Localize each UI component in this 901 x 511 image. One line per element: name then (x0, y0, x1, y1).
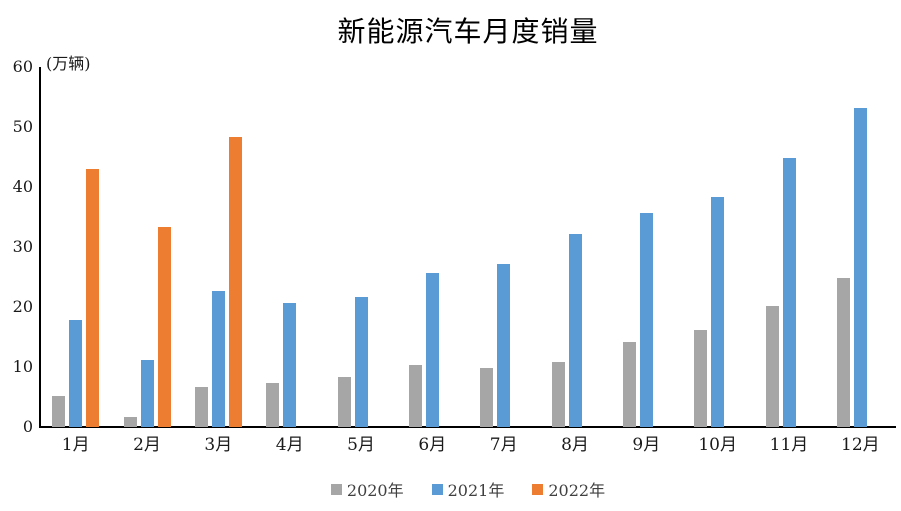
bar-2021年-9月 (639, 212, 653, 427)
legend-swatch-icon (431, 483, 443, 495)
legend-label: 2020年 (346, 481, 404, 500)
y-tick-label-0: 0 (22, 417, 33, 436)
bar-2021年-7月 (497, 264, 511, 427)
x-tick-label-2月: 2月 (133, 435, 161, 455)
bar-2022年-1月 (86, 169, 100, 427)
y-axis-line (39, 67, 41, 427)
x-axis-line (39, 426, 896, 428)
x-tick-label-11月: 11月 (769, 435, 809, 455)
bar-2020年-2月 (123, 417, 137, 427)
legend-label: 2021年 (447, 481, 505, 500)
bar-2022年-3月 (228, 136, 242, 427)
x-tick-label-8月: 8月 (561, 435, 589, 455)
legend-item-2022年: 2022年 (532, 477, 605, 501)
legend-swatch-icon (532, 483, 544, 495)
bar-2021年-3月 (211, 291, 225, 427)
bar-2020年-5月 (337, 377, 351, 427)
bar-2021年-10月 (711, 197, 725, 427)
chart-title: 新能源汽车月度销量 (337, 15, 599, 48)
legend: 2020年 2021年 2022年 (40, 477, 896, 501)
x-tick-label-12月: 12月 (841, 435, 880, 455)
y-tick-label-20: 20 (12, 297, 33, 316)
bar-2020年-10月 (694, 330, 708, 427)
x-tick-label-5月: 5月 (347, 435, 375, 455)
bar-2020年-8月 (551, 361, 565, 427)
x-tick-label-6月: 6月 (418, 435, 447, 455)
y-tick-label-50: 50 (12, 117, 33, 136)
x-tick-label-1月: 1月 (61, 435, 90, 455)
bar-2020年-7月 (480, 368, 494, 427)
bar-2020年-12月 (836, 278, 850, 427)
bar-2021年-11月 (782, 157, 796, 427)
bar-2020年-6月 (408, 364, 422, 427)
bar-2020年-4月 (266, 382, 280, 427)
x-tick-label-3月: 3月 (204, 435, 233, 455)
x-tick-label-10月: 10月 (698, 435, 737, 455)
bar-2020年-11月 (765, 306, 779, 427)
bar-2020年-9月 (622, 342, 636, 427)
x-tick-label-9月: 9月 (632, 435, 661, 455)
y-tick-label-40: 40 (12, 177, 33, 196)
legend-item-2020年: 2020年 (330, 477, 404, 501)
bar-2021年-5月 (354, 296, 368, 427)
bar-2020年-3月 (194, 387, 208, 427)
bar-2020年-1月 (52, 395, 66, 427)
bar-2022年-2月 (157, 226, 171, 427)
legend-item-2021年: 2021年 (431, 477, 505, 501)
x-tick-label-7月: 7月 (489, 435, 518, 455)
bar-2021年-12月 (853, 108, 867, 427)
bar-2021年-6月 (425, 273, 439, 427)
y-tick-label-10: 10 (12, 357, 33, 376)
bar-2021年-1月 (69, 319, 83, 427)
y-tick-label-60: 60 (12, 57, 33, 76)
x-tick-label-4月: 4月 (275, 435, 304, 455)
y-tick-label-30: 30 (12, 237, 33, 256)
legend-label: 2022年 (548, 481, 606, 500)
bar-2021年-4月 (283, 303, 297, 427)
bar-2021年-2月 (140, 360, 154, 427)
bar-2021年-8月 (568, 234, 582, 427)
legend-swatch-icon (330, 483, 342, 495)
y-axis-unit-label: (万辆) (46, 54, 91, 73)
